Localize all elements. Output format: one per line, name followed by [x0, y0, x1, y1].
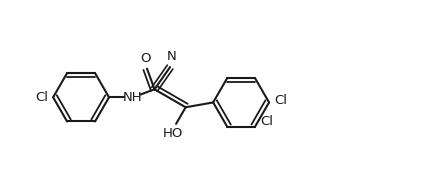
Text: Cl: Cl [274, 94, 287, 107]
Text: NH: NH [123, 91, 142, 104]
Text: Cl: Cl [260, 115, 273, 128]
Text: HO: HO [163, 127, 183, 140]
Text: Cl: Cl [35, 91, 48, 104]
Text: O: O [141, 52, 151, 65]
Text: N: N [167, 50, 176, 64]
